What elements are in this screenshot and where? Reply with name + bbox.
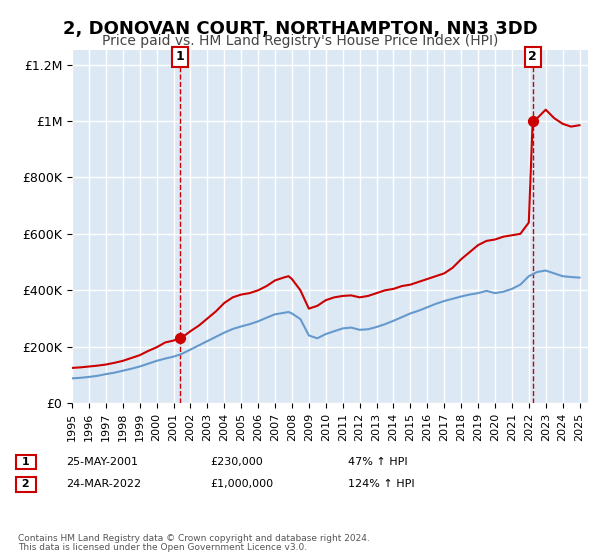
- Text: 1: 1: [18, 457, 34, 467]
- Point: [528, 116, 538, 125]
- Text: 2, DONOVAN COURT, NORTHAMPTON, NN3 3DD: 2, DONOVAN COURT, NORTHAMPTON, NN3 3DD: [62, 20, 538, 38]
- Text: 1: 1: [176, 50, 185, 63]
- Text: 24-MAR-2022: 24-MAR-2022: [66, 479, 141, 489]
- Text: 47% ↑ HPI: 47% ↑ HPI: [348, 457, 407, 467]
- Point: [175, 334, 185, 343]
- Text: 2: 2: [529, 50, 537, 63]
- Text: Price paid vs. HM Land Registry's House Price Index (HPI): Price paid vs. HM Land Registry's House …: [102, 34, 498, 48]
- Text: £230,000: £230,000: [210, 457, 263, 467]
- Text: 2: 2: [18, 479, 34, 489]
- Text: £1,000,000: £1,000,000: [210, 479, 273, 489]
- Text: This data is licensed under the Open Government Licence v3.0.: This data is licensed under the Open Gov…: [18, 543, 307, 552]
- Text: 124% ↑ HPI: 124% ↑ HPI: [348, 479, 415, 489]
- Text: Contains HM Land Registry data © Crown copyright and database right 2024.: Contains HM Land Registry data © Crown c…: [18, 534, 370, 543]
- Text: 25-MAY-2001: 25-MAY-2001: [66, 457, 138, 467]
